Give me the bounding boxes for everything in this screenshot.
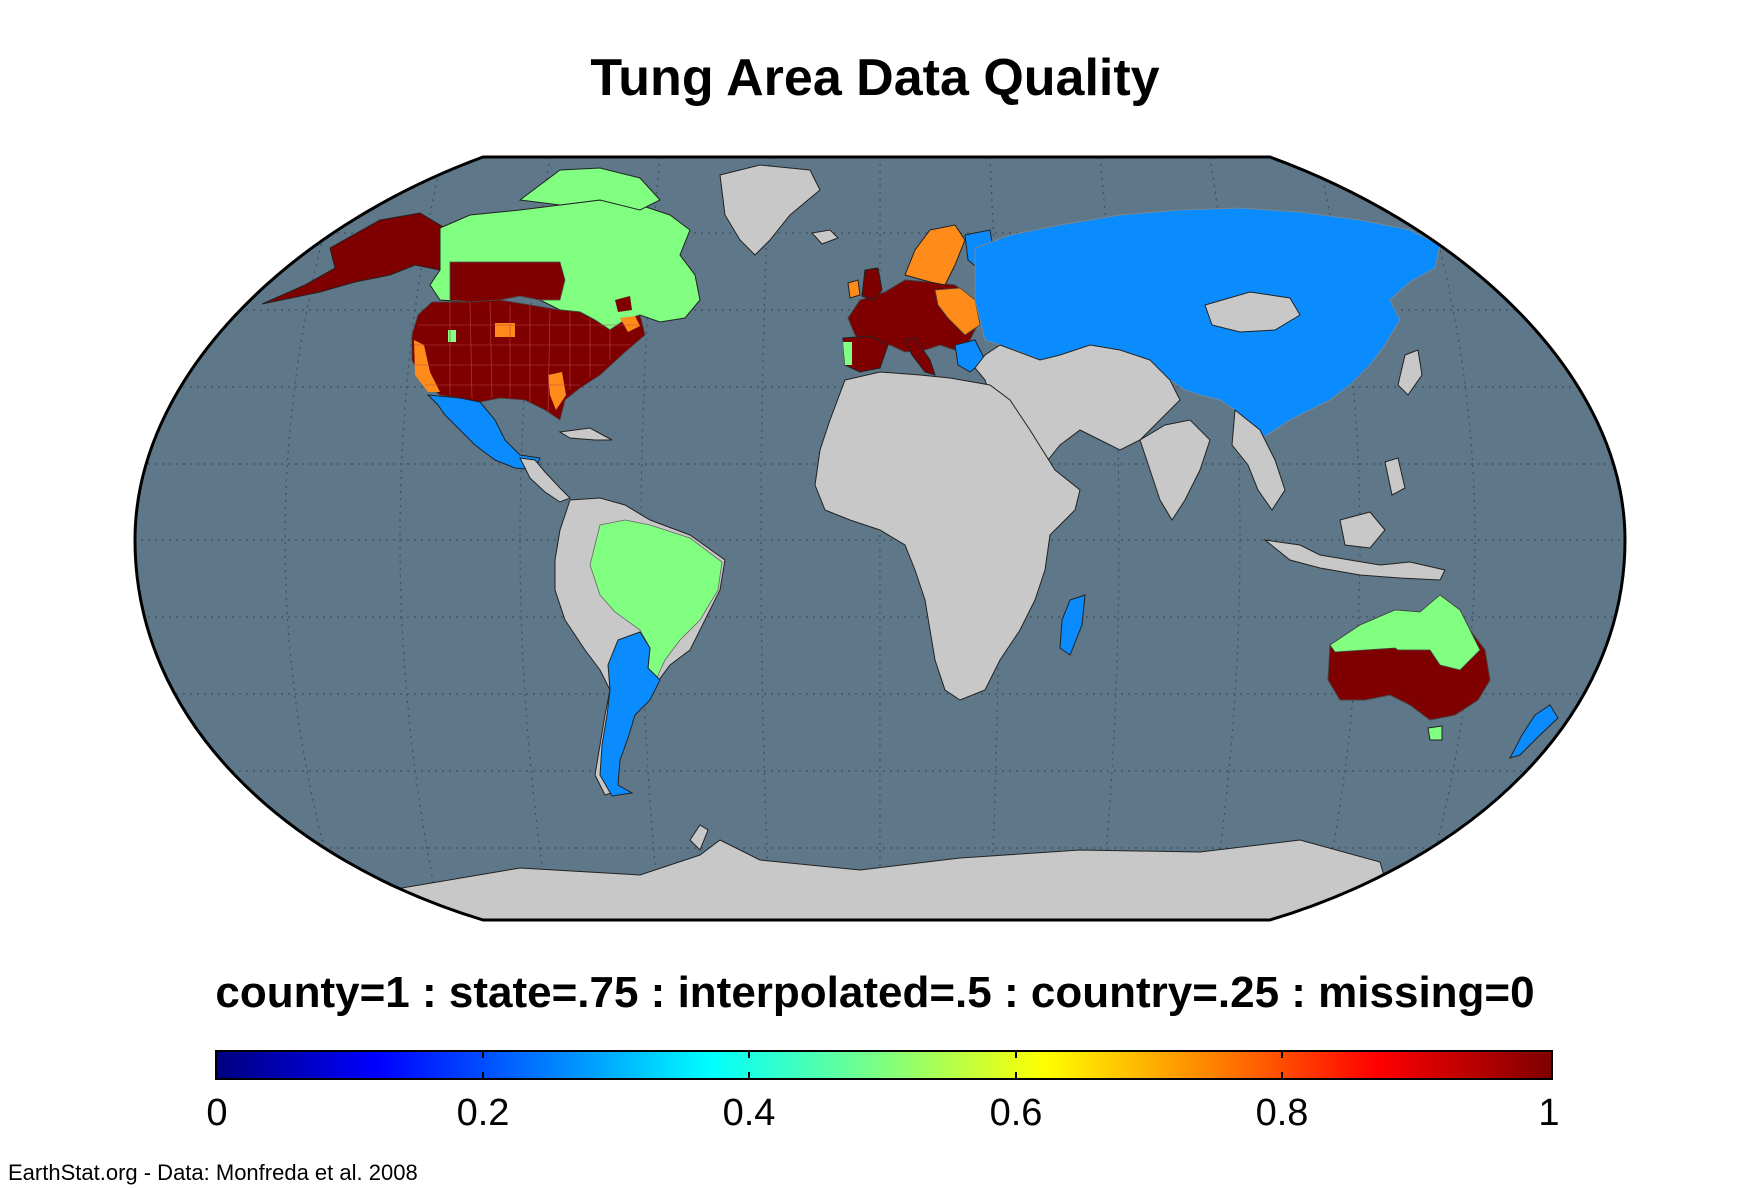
region-australia-north (1329, 594, 1481, 671)
region-canada-prairies (449, 261, 566, 303)
iceland (811, 229, 839, 245)
region-uk (861, 267, 883, 301)
colorbar-tick-label: 0.4 (722, 1092, 776, 1134)
us-state-lines (414, 301, 640, 413)
region-canada-east (615, 296, 632, 312)
globe-outline (133, 155, 1627, 922)
map-title: Tung Area Data Quality (590, 49, 1160, 107)
philippines (1384, 457, 1406, 496)
region-eastern-europe (934, 287, 981, 336)
colorbar-tick (748, 1072, 750, 1078)
region-ireland (847, 279, 861, 299)
region-madagascar (1059, 594, 1086, 656)
antarctic-peninsula (689, 824, 709, 851)
region-australia-tasmania (1427, 725, 1443, 741)
colorbar-tick (482, 1072, 484, 1078)
india (1139, 419, 1211, 521)
africa (814, 371, 1081, 701)
central-america (519, 457, 571, 503)
colorbar (215, 1050, 1553, 1080)
region-portugal (843, 342, 852, 365)
region-us-southeast (548, 372, 566, 410)
japan (1397, 349, 1423, 396)
colorbar-tick (748, 1052, 750, 1058)
borneo (1339, 511, 1386, 549)
colorbar-tick-label: 0.2 (456, 1092, 510, 1134)
colorbar-tick-label: 0.8 (1255, 1092, 1309, 1134)
region-scandinavia (904, 224, 966, 286)
legend-title: county=1 : state=.75 : interpolated=.5 :… (215, 968, 1535, 1017)
world-map (133, 155, 1627, 922)
mongolia (1204, 291, 1301, 333)
region-us-green (448, 330, 456, 342)
region-italy (904, 337, 936, 376)
colorbar-tick (1281, 1052, 1283, 1058)
colorbar-tick-label: 0 (206, 1092, 228, 1134)
southeast-asia (1231, 409, 1286, 511)
region-alaska (261, 212, 446, 305)
colorbar-tick-label: 0.6 (989, 1092, 1043, 1134)
colorbar-tick-label: 1 (1538, 1092, 1560, 1134)
colorbar-tick (1015, 1072, 1017, 1078)
indonesia (1263, 539, 1446, 581)
colorbar-tick (482, 1052, 484, 1058)
colorbar-tick (1015, 1052, 1017, 1058)
source-credit: EarthStat.org - Data: Monfreda et al. 20… (8, 1160, 418, 1185)
greenland (719, 164, 821, 256)
region-us-california (414, 340, 440, 392)
caribbean (558, 427, 613, 441)
region-canada-islands (518, 167, 661, 211)
region-new-zealand (1509, 704, 1559, 759)
region-us-northeast (620, 316, 640, 332)
region-argentina (599, 631, 661, 797)
colorbar-tick (1281, 1072, 1283, 1078)
region-brazil (589, 519, 723, 683)
